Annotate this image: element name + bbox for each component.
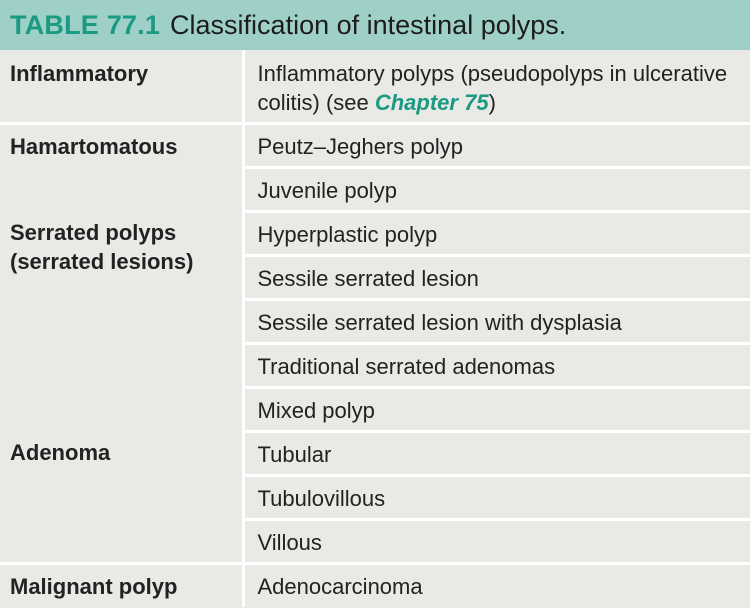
table-row: Tubulovillous	[0, 473, 750, 519]
table-row: Juvenile polyp	[0, 165, 750, 211]
description-text: Inflammatory polyps (pseudopolyps in ulc…	[257, 61, 728, 115]
category-cell: Hamartomatous	[0, 121, 245, 211]
table-row: Traditional serrated adenomas	[0, 341, 750, 387]
description-cell: Inflammatory polyps (pseudopolyps in ulc…	[243, 50, 750, 123]
table-row: Adenoma Tubular	[0, 429, 750, 563]
category-cell: Adenoma	[0, 431, 245, 563]
table-title-bar: TABLE 77.1 Classification of intestinal …	[0, 0, 750, 50]
description-text-end: )	[488, 90, 496, 115]
item-cell: Mixed polyp	[243, 385, 750, 431]
classification-grid: Inflammatory Inflammatory polyps (pseudo…	[0, 50, 750, 607]
item-cell: Traditional serrated adenomas	[243, 341, 750, 387]
table-row: Villous	[0, 517, 750, 563]
chapter-link[interactable]: Chapter 75	[374, 90, 489, 115]
item-cell: Adenocarcinoma	[243, 561, 750, 607]
table-row: Hamartomatous Peutz–Jeghers polyp	[0, 121, 750, 211]
item-cell: Sessile serrated lesion	[243, 253, 750, 299]
table-caption: Classification of intestinal polyps.	[170, 9, 567, 40]
item-cell: Peutz–Jeghers polyp	[243, 121, 750, 167]
table-row: Sessile serrated lesion	[0, 253, 750, 299]
category-cell: Inflammatory	[0, 50, 245, 123]
item-cell: Juvenile polyp	[243, 165, 750, 211]
table-row: Inflammatory Inflammatory polyps (pseudo…	[0, 50, 750, 123]
category-cell: Malignant polyp	[0, 561, 245, 607]
item-cell: Tubular	[243, 429, 750, 475]
item-cell: Hyperplastic polyp	[243, 209, 750, 255]
item-cell: Sessile serrated lesion with dysplasia	[243, 297, 750, 343]
item-cell: Villous	[243, 517, 750, 563]
table-row: Sessile serrated lesion with dysplasia	[0, 297, 750, 343]
item-cell: Tubulovillous	[243, 473, 750, 519]
table-row: Mixed polyp	[0, 385, 750, 431]
table-number: TABLE 77.1	[10, 9, 161, 40]
table-row: Malignant polyp Adenocarcinoma	[0, 561, 750, 607]
category-cell: Serrated polyps (serrated lesions)	[0, 211, 245, 431]
table-row: Serrated polyps (serrated lesions) Hyper…	[0, 209, 750, 431]
